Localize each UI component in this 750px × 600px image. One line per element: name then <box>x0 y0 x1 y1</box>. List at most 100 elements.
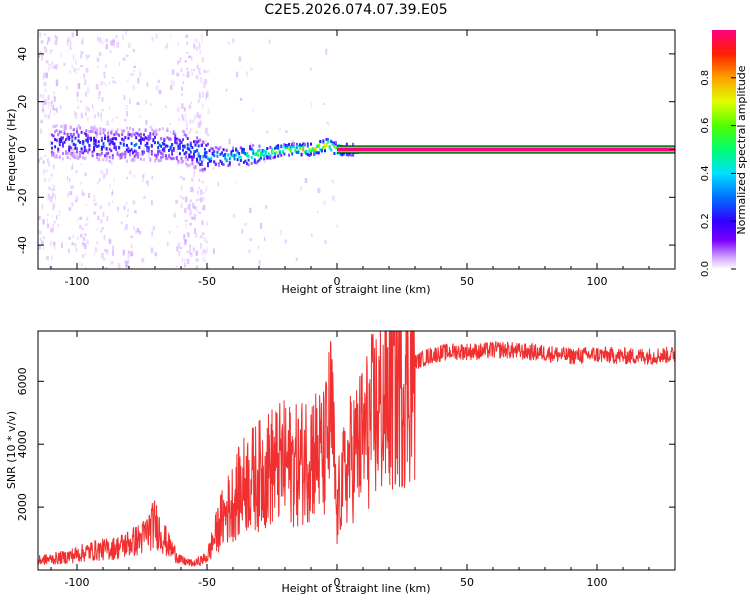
spectrogram-cell <box>115 147 117 151</box>
spectrogram-cell <box>71 135 74 139</box>
spectrogram-noise-speck <box>48 178 51 182</box>
spectrogram-cell <box>202 155 205 159</box>
spectrogram-noise-speck <box>236 71 239 78</box>
spectrogram-cell <box>82 156 85 160</box>
spectrogram-cell <box>183 144 186 148</box>
spectrogram-noise-speck <box>80 112 84 119</box>
spectrogram-noise-speck <box>137 77 140 84</box>
spectrogram-cell <box>216 154 219 158</box>
spectrogram-noise-speck <box>188 131 191 134</box>
spectrogram-cell <box>291 152 294 156</box>
spectrogram-cell <box>161 141 164 145</box>
spectrogram-cell <box>294 148 297 152</box>
spectrogram-cell <box>91 150 94 154</box>
spectrogram-cell <box>191 155 194 159</box>
spectrogram-cell <box>113 133 116 137</box>
spectrogram-noise-speck <box>199 120 202 126</box>
spectrogram-noise-speck <box>132 200 136 205</box>
spectrogram-cell <box>160 137 163 141</box>
spectrogram-noise-speck <box>84 266 87 269</box>
spectrogram-cell <box>116 132 119 136</box>
spectrogram-cell <box>210 147 213 150</box>
spectrogram-cell <box>119 156 122 160</box>
spectrogram-noise-speck <box>104 76 106 79</box>
spectrogram-noise-speck <box>194 216 196 221</box>
snr-x-tick-label: 0 <box>334 576 341 589</box>
spectrogram-noise-speck <box>38 215 41 220</box>
spectrogram-cell <box>272 150 275 154</box>
spectrogram-cell <box>230 150 233 154</box>
spectrogram-cell <box>228 157 231 161</box>
spectrogram-noise-speck <box>206 246 208 253</box>
spectrogram-cell <box>65 124 67 128</box>
spectrogram-cell <box>322 139 325 143</box>
spectrogram-noise-speck <box>125 104 128 110</box>
spectrogram-noise-speck <box>183 107 186 112</box>
spectrogram-cell <box>269 154 272 158</box>
spectrogram-cell <box>342 152 345 156</box>
spectrogram-noise-speck <box>97 215 100 221</box>
spectrogram-cell <box>149 132 152 136</box>
spectrogram-noise-speck <box>86 239 89 245</box>
spectrogram-cell <box>96 145 99 148</box>
spectrogram-cell <box>182 144 184 148</box>
spectrogram-noise-speck <box>127 258 130 263</box>
spectrogram-noise-speck <box>84 233 87 236</box>
spectrogram-noise-speck <box>127 208 129 213</box>
spectrogram-cell <box>330 148 333 152</box>
figure-title: C2E5.2026.074.07.39.E05 <box>264 2 447 18</box>
spectrogram-noise-speck <box>113 44 115 50</box>
spectrogram-noise-speck <box>41 102 45 107</box>
spectrogram-noise-speck <box>86 88 90 93</box>
spectrogram-noise-speck <box>47 223 50 229</box>
spectrogram-noise-speck <box>191 177 193 182</box>
spectrogram-cell <box>333 141 336 145</box>
spectrogram-noise-speck <box>217 181 219 187</box>
spectrogram-cell <box>314 147 317 151</box>
spectrogram-cell <box>86 134 89 138</box>
spectrogram-noise-speck <box>46 213 50 216</box>
spectrogram-noise-speck <box>181 86 183 91</box>
spectrogram-cell <box>121 129 124 133</box>
spectrogram-noise-speck <box>285 130 288 133</box>
spectrogram-cell <box>136 132 139 136</box>
spectrogram-cell <box>352 153 355 157</box>
spectrogram-cell <box>239 146 242 150</box>
spectrogram-cell <box>132 151 135 155</box>
spectrogram-cell <box>122 142 125 146</box>
spectrogram-noise-speck <box>123 205 126 210</box>
spectrogram-noise-speck <box>80 181 82 185</box>
spectrogram-cell <box>219 152 222 156</box>
spectrogram-cell <box>258 148 261 152</box>
spectrogram-noise-speck <box>284 239 288 244</box>
spectrogram-noise-speck <box>85 155 87 160</box>
spectrogram-noise-speck <box>125 201 128 206</box>
spectrogram-noise-speck <box>40 240 44 245</box>
spectrogram-noise-speck <box>170 79 174 85</box>
spectrogram-cell <box>147 147 150 151</box>
spectrogram-noise-speck <box>112 245 115 251</box>
spectrogram-noise-speck <box>50 240 52 247</box>
spectrogram-noise-speck <box>47 37 51 42</box>
spectrogram-cell <box>308 150 311 154</box>
spectrogram-noise-speck <box>88 192 91 199</box>
spectrogram-cell <box>302 146 305 149</box>
spectrogram-cell <box>157 141 160 145</box>
spectrogram-noise-speck <box>103 144 106 150</box>
spectrogram-cell <box>157 149 160 153</box>
spectrogram-noise-speck <box>76 91 79 97</box>
spectrogram-cell <box>136 155 139 159</box>
spectrogram-noise-speck <box>186 127 188 130</box>
spectrogram-noise-speck <box>122 57 126 61</box>
spectrogram-cell <box>79 126 82 130</box>
spectrogram-cell <box>58 130 61 134</box>
spectrogram-noise-speck <box>43 81 46 87</box>
spectrogram-noise-speck <box>68 207 72 211</box>
spectrogram-noise-speck <box>184 239 188 243</box>
spectrogram-cell <box>267 152 270 156</box>
spectrogram-cell <box>72 142 75 146</box>
spectrogram-cell <box>177 146 180 150</box>
spectrogram-cell <box>210 156 213 160</box>
colorbar-tick-label: 0.0 <box>700 261 711 277</box>
spectrogram-noise-speck <box>101 227 104 230</box>
